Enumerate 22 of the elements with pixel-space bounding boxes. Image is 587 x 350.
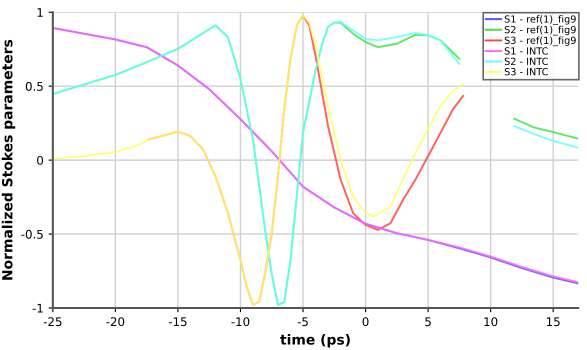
legend-label: S3 - ref(1)_fig9: [504, 36, 576, 46]
x-tick-label: -15: [168, 317, 187, 326]
y-tick-label: -1: [32, 304, 43, 312]
x-tick-label: -10: [231, 317, 250, 326]
x-tick-label: -5: [298, 317, 308, 326]
legend-label: S3 - INTC: [504, 68, 548, 76]
y-axis-title: Normalized Stokes parameters: [2, 40, 16, 280]
x-tick-label: 0: [362, 317, 369, 326]
x-tick-label: 15: [546, 317, 560, 326]
x-tick-label: 10: [484, 317, 498, 326]
x-tick-label: -25: [44, 317, 62, 326]
x-tick-label: -20: [106, 317, 124, 326]
legend-label: S1 - INTC: [504, 47, 548, 55]
x-tick-label: 5: [425, 317, 431, 326]
legend-label: S2 - INTC: [504, 58, 548, 66]
y-tick-label: 1: [38, 8, 43, 17]
legend-label: S2 - ref(1)_fig9: [504, 26, 576, 36]
x-axis-title: time (ps): [280, 334, 350, 348]
legend-label: S1 - ref(1)_fig9: [504, 15, 576, 25]
y-tick-label: -0.5: [21, 230, 43, 239]
y-tick-label: 0.5: [26, 82, 43, 91]
y-tick-label: 0: [37, 156, 44, 165]
